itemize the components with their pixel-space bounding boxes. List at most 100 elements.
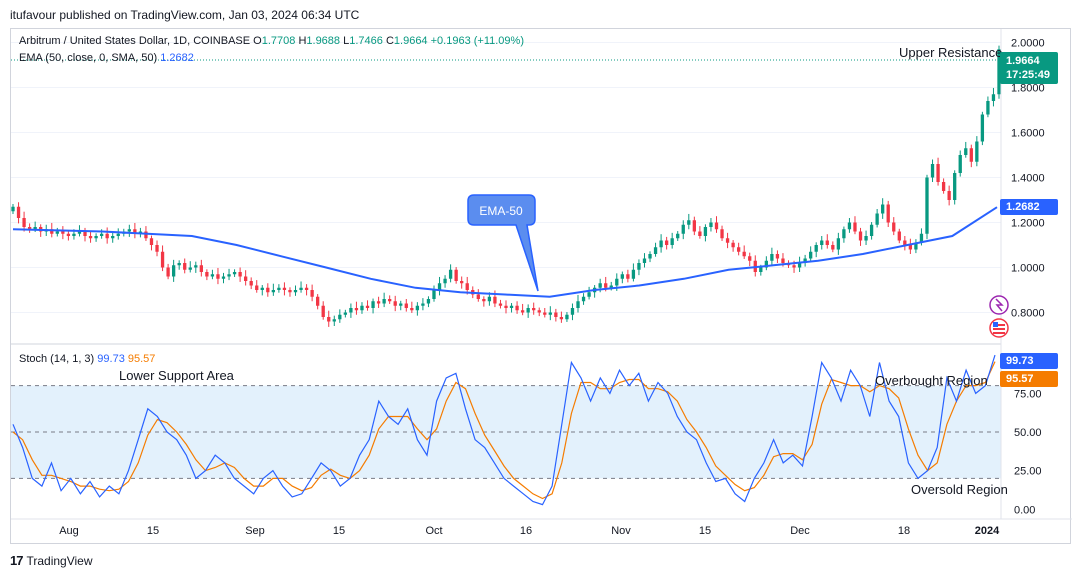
candle-body [792,265,796,268]
candle-body [271,290,276,293]
stoch-tick-label: 75.00 [1014,388,1042,400]
candle-body [809,251,813,259]
candle-body [354,308,359,311]
candle-body [947,191,951,200]
close-value: 1.9664 [393,35,428,47]
candle-body [293,290,298,293]
candle-body [22,218,26,227]
candle-body [199,265,203,272]
price-tick-label: 1.6000 [1011,128,1045,140]
candle-body [183,263,187,270]
candle-body [526,308,530,313]
candle-body [399,303,403,306]
candle-body [299,287,303,290]
candle-body [371,301,375,308]
candle-body [426,299,431,304]
ema-legend-value: 1.2682 [160,52,194,64]
candle-body [349,308,353,313]
candle-body [980,114,985,142]
candle-body [875,213,879,225]
chart-canvas[interactable]: EMA-50 0.8000 1.0000 1.2000 1.4000 1.6000 1.8… [11,29,1072,545]
time-tick-label: 15 [147,525,159,537]
candle-body [277,287,281,290]
candle-body [581,296,586,302]
candle-body [714,222,719,230]
candle-body [227,274,231,277]
time-tick-label: Oct [425,525,442,537]
candle-body [465,283,469,290]
candle-body [111,236,115,239]
candle-body [997,49,1001,95]
candle-body [659,240,663,248]
candle-body [775,254,780,259]
candle-body [676,233,680,239]
candle-body [991,94,996,101]
chart-frame[interactable]: EMA-50 0.8000 1.0000 1.2000 1.4000 1.6000 1.8… [10,28,1072,545]
candle-body [664,240,669,245]
candle-body [94,236,98,239]
candle-body [509,305,514,308]
candle-body [648,254,652,259]
stoch-k-tag: 99.73 [1000,353,1058,369]
candle-body [587,292,591,297]
close-label: C [385,35,394,47]
overbought-label: Overbought Region [875,373,988,388]
stoch-guides [11,385,1001,479]
candle-body [975,141,979,162]
time-tick-label: Nov [611,525,631,537]
ema-price-tag: 1.2682 [1000,199,1058,215]
candle-body [919,233,924,243]
candle-body [770,254,774,261]
candle-body [216,274,220,279]
candle-body [487,296,492,302]
candle-body [83,231,87,236]
candle-body [941,182,946,191]
candle-body [27,227,32,230]
candle-body [853,222,857,232]
candle-body [327,317,331,322]
candle-body [332,319,336,322]
candle-body [637,263,641,270]
candle-body [720,229,724,239]
price-tick-label: 1.4000 [1011,173,1045,185]
candle-body [249,281,253,286]
candle-body [869,224,874,236]
candle-body [903,240,907,245]
candle-body [864,236,868,241]
candle-body [576,301,580,308]
candle-body [482,299,486,302]
tradingview-logo-icon: 17 [10,553,24,568]
candle-body [88,236,93,239]
candle-body [99,233,104,236]
footer-brand[interactable]: 17 TradingView [10,553,93,568]
time-tick-label: 15 [333,525,345,537]
candle-body [642,258,647,263]
candle-body [166,267,170,277]
stoch-k-legend-value: 99.73 [97,353,125,365]
candle-body [598,283,602,288]
time-tick-label: 16 [520,525,532,537]
candle-body [964,148,968,155]
stoch-tick-label: 50.00 [1014,427,1042,439]
candle-body [282,287,287,290]
candle-body [836,238,841,250]
candle-body [781,258,785,263]
candle-body [221,276,226,279]
stoch-axis: 0.00 25.00 50.00 75.00 [1014,388,1042,516]
candle-body [692,220,696,232]
us-flag-icon[interactable] [989,318,1009,338]
candle-body [460,281,464,284]
candle-body [670,238,674,245]
candle-body [210,274,215,277]
candle-body [759,267,763,272]
candle-body [155,245,159,252]
candle-body [736,247,741,252]
candle-body [731,242,735,248]
candle-body [565,314,569,320]
candle-body [232,272,237,275]
stoch-d-legend-value: 95.57 [127,353,156,365]
candle-body [548,312,552,315]
candle-body [653,247,658,254]
candle-body [615,278,619,286]
arbitrum-logo-icon[interactable] [989,295,1009,315]
